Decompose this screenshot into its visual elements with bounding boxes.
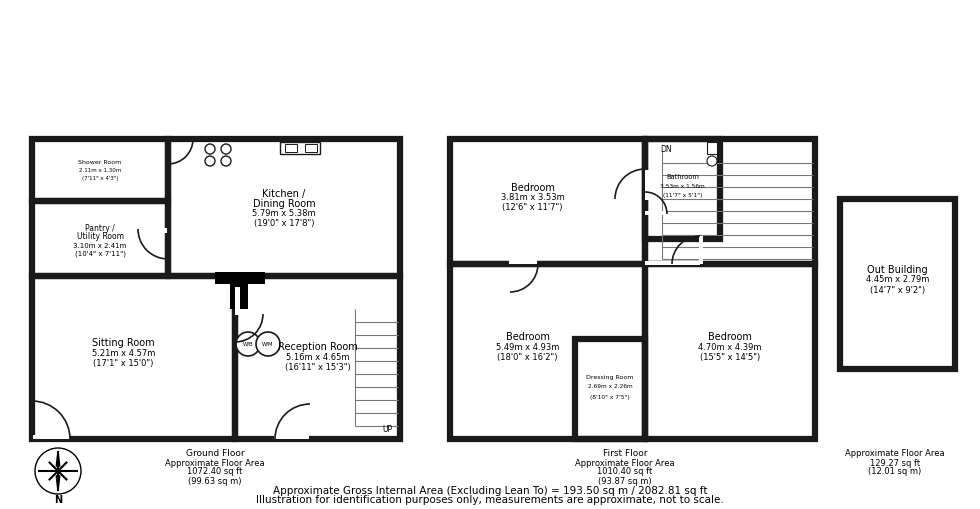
Text: Bathroom: Bathroom xyxy=(666,174,699,180)
Text: (7'11" x 4'3"): (7'11" x 4'3") xyxy=(81,176,119,181)
Bar xyxy=(450,264,645,439)
Text: (12.01 sq m): (12.01 sq m) xyxy=(868,467,921,476)
Text: (10'4" x 7'11"): (10'4" x 7'11") xyxy=(74,250,125,257)
Bar xyxy=(235,276,400,439)
Bar xyxy=(235,287,240,315)
Text: (17'1" x 15'0"): (17'1" x 15'0") xyxy=(93,359,154,368)
Text: Bedroom: Bedroom xyxy=(709,332,752,343)
Text: (18'0" x 16'2"): (18'0" x 16'2") xyxy=(497,353,558,362)
Text: 4.70m x 4.39m: 4.70m x 4.39m xyxy=(698,343,761,352)
Bar xyxy=(840,199,955,369)
Bar xyxy=(33,435,70,439)
Text: 1072.40 sq ft: 1072.40 sq ft xyxy=(187,467,243,476)
Bar xyxy=(645,264,815,439)
Text: 3.81m x 3.53m: 3.81m x 3.53m xyxy=(501,193,564,202)
Text: Bedroom: Bedroom xyxy=(506,332,550,343)
Text: (15'5" x 14'5"): (15'5" x 14'5") xyxy=(700,353,760,362)
Text: Approximate Floor Area: Approximate Floor Area xyxy=(845,449,945,459)
Bar xyxy=(450,139,645,264)
Text: 4.45m x 2.79m: 4.45m x 2.79m xyxy=(865,275,929,285)
Bar xyxy=(32,276,235,439)
Text: (16'11" x 15'3"): (16'11" x 15'3") xyxy=(284,363,351,372)
Text: (8'10" x 7'5"): (8'10" x 7'5") xyxy=(590,394,630,400)
Bar xyxy=(509,260,537,264)
Text: 5.16m x 4.65m: 5.16m x 4.65m xyxy=(286,353,349,362)
Text: W/B: W/B xyxy=(243,342,253,347)
Text: (14'7" x 9'2"): (14'7" x 9'2") xyxy=(870,286,925,295)
Text: Dining Room: Dining Room xyxy=(253,199,316,209)
Circle shape xyxy=(205,144,215,154)
Text: (99.63 sq m): (99.63 sq m) xyxy=(188,476,242,486)
Polygon shape xyxy=(56,476,60,491)
Bar xyxy=(215,272,265,284)
Text: Approximate Gross Internal Area (Excluding Lean To) = 193.50 sq m / 2082.81 sq f: Approximate Gross Internal Area (Excludi… xyxy=(272,486,708,496)
Bar xyxy=(645,139,720,239)
Text: First Floor: First Floor xyxy=(603,449,647,459)
Text: UP: UP xyxy=(382,425,392,434)
Bar xyxy=(575,339,645,439)
Circle shape xyxy=(221,156,231,166)
Text: 2.69m x 2.26m: 2.69m x 2.26m xyxy=(588,384,632,389)
Text: Approximate Floor Area: Approximate Floor Area xyxy=(166,459,265,467)
Circle shape xyxy=(236,332,260,356)
Text: (93.87 sq m): (93.87 sq m) xyxy=(598,476,652,486)
Text: 5.79m x 5.38m: 5.79m x 5.38m xyxy=(252,209,316,218)
Text: N: N xyxy=(54,495,62,505)
Text: 5.21m x 4.57m: 5.21m x 4.57m xyxy=(92,349,155,358)
Text: Illustration for identification purposes only, measurements are approximate, not: Illustration for identification purposes… xyxy=(256,495,724,505)
Bar xyxy=(280,142,320,154)
Text: 3.10m x 2.41m: 3.10m x 2.41m xyxy=(74,242,126,248)
Bar xyxy=(32,139,168,201)
Bar xyxy=(305,144,317,152)
Circle shape xyxy=(221,144,231,154)
Text: 1010.40 sq ft: 1010.40 sq ft xyxy=(598,467,653,476)
Text: (12'6" x 11'7"): (12'6" x 11'7") xyxy=(503,203,563,212)
Bar xyxy=(274,435,309,439)
Text: W/M: W/M xyxy=(263,342,273,347)
Bar xyxy=(138,228,167,233)
Circle shape xyxy=(256,332,280,356)
Bar xyxy=(230,276,248,309)
Text: (19'0" x 17'8"): (19'0" x 17'8") xyxy=(254,219,315,228)
Text: Ground Floor: Ground Floor xyxy=(185,449,244,459)
Text: 3.53m x 1.56m: 3.53m x 1.56m xyxy=(661,184,705,188)
Text: 129.27 sq ft: 129.27 sq ft xyxy=(870,459,920,467)
Bar xyxy=(645,211,667,215)
Text: DN: DN xyxy=(660,145,671,154)
Text: Pantry /: Pantry / xyxy=(85,224,115,233)
Bar xyxy=(168,139,400,276)
Circle shape xyxy=(707,156,717,166)
Bar xyxy=(645,139,815,264)
Text: Sitting Room: Sitting Room xyxy=(92,338,155,349)
Circle shape xyxy=(205,156,215,166)
Text: Utility Room: Utility Room xyxy=(76,232,123,241)
Text: Approximate Floor Area: Approximate Floor Area xyxy=(575,459,675,467)
Text: Bedroom: Bedroom xyxy=(511,183,555,192)
Polygon shape xyxy=(56,451,60,466)
Text: 5.49m x 4.93m: 5.49m x 4.93m xyxy=(496,343,560,352)
Bar xyxy=(32,201,168,276)
Bar xyxy=(645,261,700,265)
Text: Shower Room: Shower Room xyxy=(78,159,122,164)
Bar xyxy=(699,236,703,264)
Text: Reception Room: Reception Room xyxy=(277,343,358,353)
Text: Out Building: Out Building xyxy=(867,265,928,275)
Bar xyxy=(645,170,649,200)
Text: 2.11m x 1.30m: 2.11m x 1.30m xyxy=(78,167,122,173)
Bar xyxy=(285,144,297,152)
Bar xyxy=(707,142,717,154)
Text: Dressing Room: Dressing Room xyxy=(586,375,634,380)
Text: (11'7" x 5'1"): (11'7" x 5'1") xyxy=(662,192,703,197)
Text: Kitchen /: Kitchen / xyxy=(263,188,306,199)
